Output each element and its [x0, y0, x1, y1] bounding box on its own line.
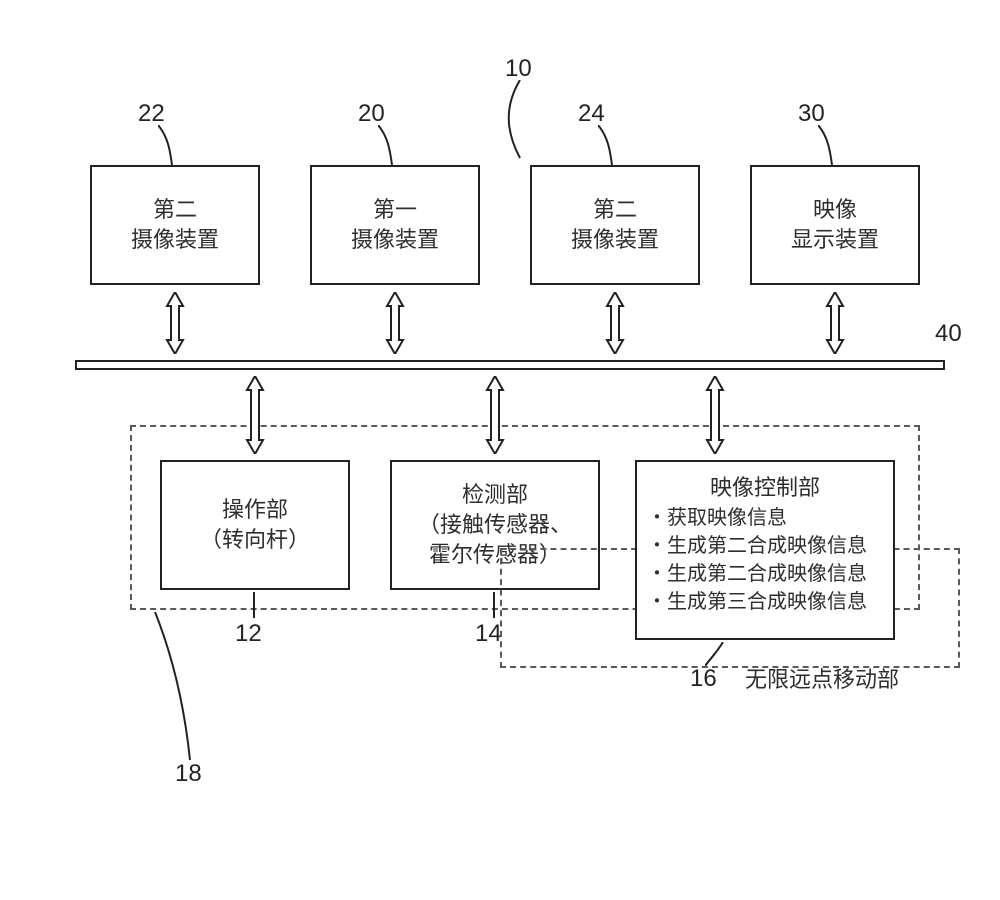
arrow-14-bus: [483, 376, 507, 454]
box-16-item-2: ・生成第二合成映像信息: [647, 560, 867, 588]
leader-22: [158, 125, 188, 165]
ref-30: 30: [798, 100, 825, 128]
ref-10: 10: [505, 55, 532, 83]
ref-18: 18: [175, 760, 202, 788]
box-16-item-1: ・生成第二合成映像信息: [647, 532, 867, 560]
arrow-30-bus: [823, 292, 847, 354]
ref-24: 24: [578, 100, 605, 128]
box-16-title: 映像控制部: [710, 470, 820, 502]
box-20-line2: 摄像装置: [351, 225, 439, 255]
box-operation-12: 操作部 （转向杆）: [160, 460, 350, 590]
box-30-line2: 显示装置: [791, 225, 879, 255]
arrow-16-bus: [703, 376, 727, 454]
box-12-line1: 操作部: [222, 495, 288, 525]
leader-20: [378, 125, 408, 165]
arrow-24-bus: [603, 292, 627, 354]
ref-40: 40: [935, 320, 962, 348]
box-camera-22: 第二 摄像装置: [90, 165, 260, 285]
box-24-line1: 第二: [593, 195, 637, 225]
ref-20: 20: [358, 100, 385, 128]
arrow-20-bus: [383, 292, 407, 354]
box-14-line1: 检测部: [462, 480, 528, 510]
ref-14: 14: [475, 620, 502, 648]
ref-22: 22: [138, 100, 165, 128]
label-infinity: 无限远点移动部: [745, 662, 899, 694]
leader-16: [705, 642, 735, 667]
arrow-22-bus: [163, 292, 187, 354]
box-22-line1: 第二: [153, 195, 197, 225]
box-20-line1: 第一: [373, 195, 417, 225]
box-16-item-3: ・生成第三合成映像信息: [647, 588, 867, 616]
leader-14: [493, 592, 495, 618]
box-12-line2: （转向杆）: [200, 525, 310, 555]
ref-16: 16: [690, 665, 717, 693]
leader-18: [150, 612, 210, 762]
box-14-line2: （接触传感器、: [418, 510, 572, 540]
diagram-canvas: 10 第二 摄像装置 22 第一 摄像装置 20 第二 摄像装置 24 映像 显…: [0, 0, 1000, 900]
box-30-line1: 映像: [813, 195, 857, 225]
leader-12: [253, 592, 255, 618]
box-display-30: 映像 显示装置: [750, 165, 920, 285]
leader-24: [598, 125, 628, 165]
bus-line: [75, 360, 945, 370]
box-camera-24: 第二 摄像装置: [530, 165, 700, 285]
leader-10: [495, 80, 545, 160]
leader-30: [818, 125, 848, 165]
box-24-line2: 摄像装置: [571, 225, 659, 255]
ref-12: 12: [235, 620, 262, 648]
box-16-item-0: ・获取映像信息: [647, 504, 787, 532]
arrow-12-bus: [243, 376, 267, 454]
box-camera-20: 第一 摄像装置: [310, 165, 480, 285]
box-control-16: 映像控制部 ・获取映像信息 ・生成第二合成映像信息 ・生成第二合成映像信息 ・生…: [635, 460, 895, 640]
box-22-line2: 摄像装置: [131, 225, 219, 255]
